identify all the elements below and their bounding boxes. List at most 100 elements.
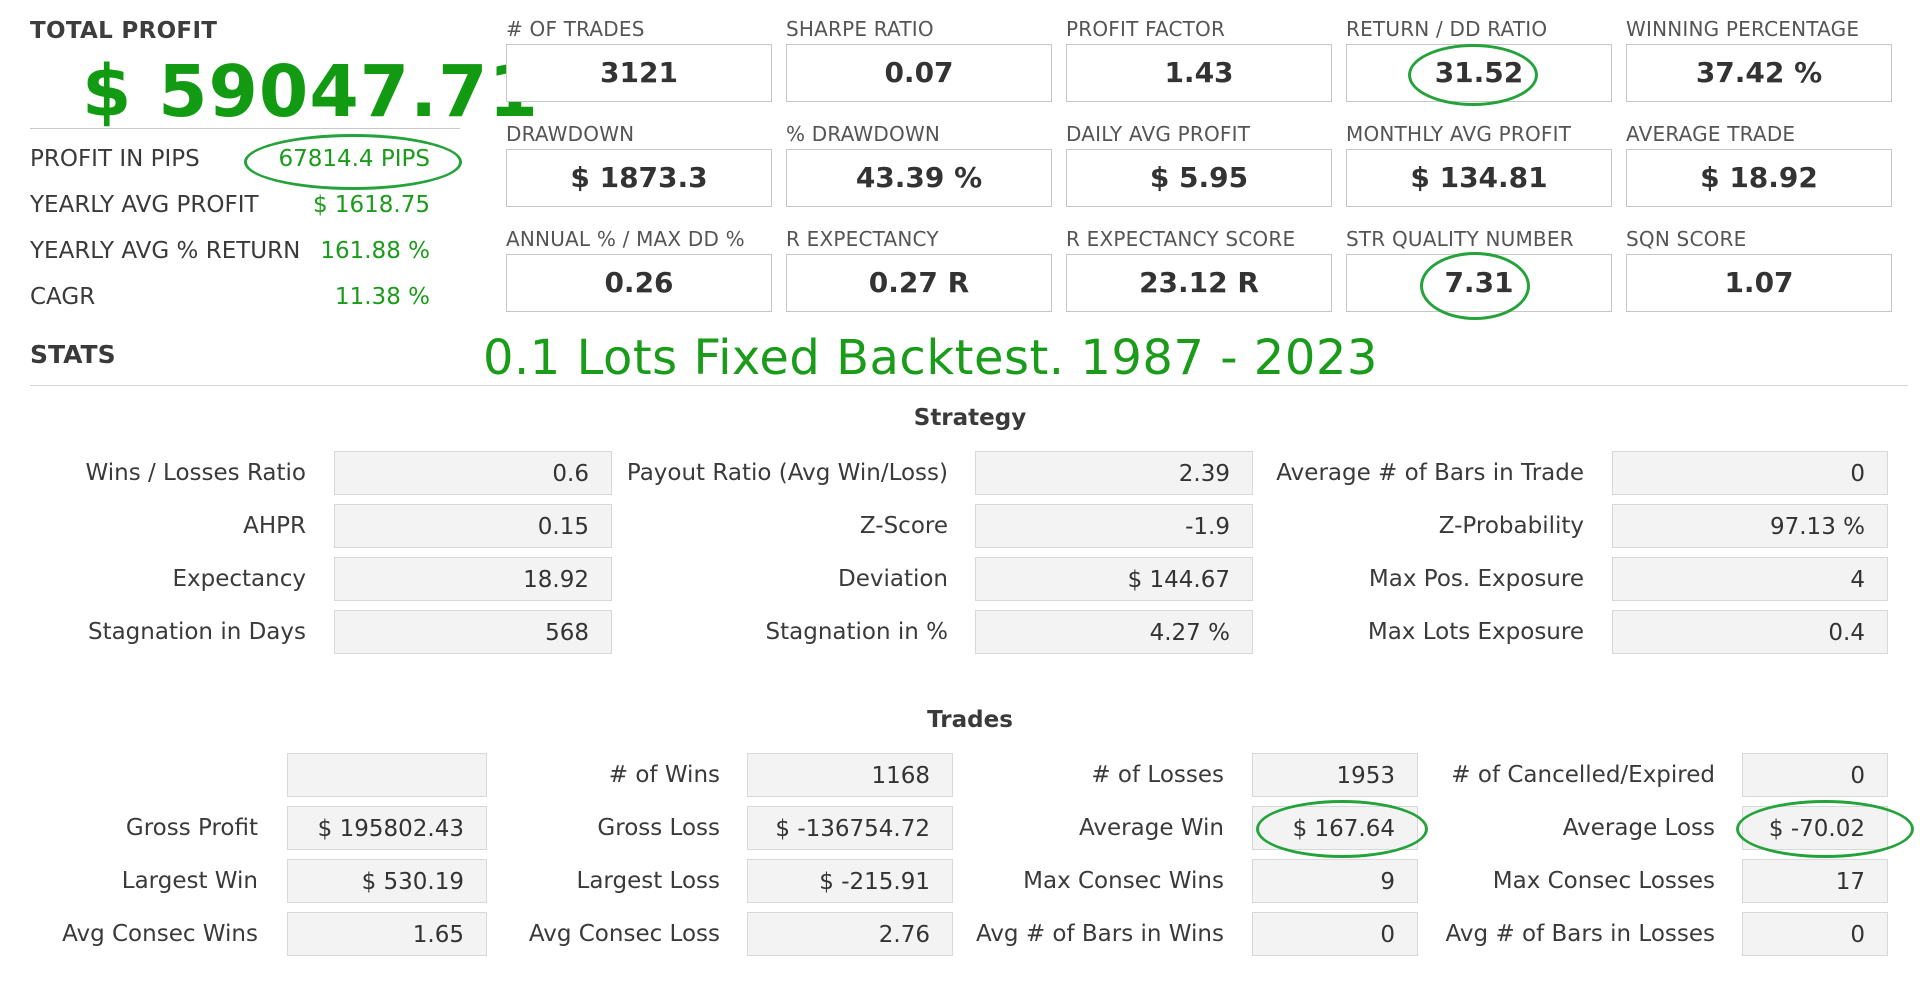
- metric-str-quality-number: STR QUALITY NUMBER 7.31: [1346, 226, 1612, 312]
- metric-label: WINNING PERCENTAGE: [1626, 17, 1860, 41]
- strategy-value: 18.92: [334, 557, 612, 601]
- trades-label: Largest Loss: [576, 868, 720, 894]
- trades-value: $ -136754.72: [747, 806, 953, 850]
- trades-value: 2.76: [747, 912, 953, 956]
- trades-value: 0: [1742, 912, 1888, 956]
- trades-label: Gross Loss: [597, 815, 720, 841]
- metric-value: $ 1873.3: [506, 149, 772, 207]
- metric-value: 0.07: [786, 44, 1052, 102]
- trades-value: $ -70.02: [1742, 806, 1888, 850]
- metric-value: 0.27 R: [786, 254, 1052, 312]
- strategy-value: 0.4: [1612, 610, 1888, 654]
- trades-label: Avg Consec Wins: [62, 921, 258, 947]
- metric-label: # OF TRADES: [506, 17, 645, 41]
- metric-label: DAILY AVG PROFIT: [1066, 122, 1251, 146]
- trades-value: $ 167.64: [1252, 806, 1418, 850]
- stats-divider: [30, 385, 1908, 386]
- metric-label: R EXPECTANCY: [786, 227, 939, 251]
- metric-value: $ 18.92: [1626, 149, 1892, 207]
- summary-row-cagr: CAGR 11.38 %: [30, 284, 430, 324]
- trades-value: $ -215.91: [747, 859, 953, 903]
- total-profit-label: TOTAL PROFIT: [30, 18, 218, 44]
- trades-label: Average Loss: [1562, 815, 1715, 841]
- strategy-value: 568: [334, 610, 612, 654]
- metric-value: $ 5.95: [1066, 149, 1332, 207]
- metric-label: SHARPE RATIO: [786, 17, 934, 41]
- metric-label: RETURN / DD RATIO: [1346, 17, 1548, 41]
- trades-label: # of Losses: [1091, 762, 1224, 788]
- trades-label: # of Cancelled/Expired: [1451, 762, 1715, 788]
- metric-profit-factor: PROFIT FACTOR 1.43: [1066, 16, 1332, 102]
- strategy-label: Stagnation in %: [765, 619, 948, 645]
- trades-label: Gross Profit: [125, 815, 258, 841]
- trades-label: Largest Win: [121, 868, 258, 894]
- metric-r-expectancy-score: R EXPECTANCY SCORE 23.12 R: [1066, 226, 1332, 312]
- trades-value: 9: [1252, 859, 1418, 903]
- trades-label: Max Consec Losses: [1492, 868, 1715, 894]
- strategy-label: Average # of Bars in Trade: [1276, 460, 1584, 486]
- strategy-title: Strategy: [913, 405, 1027, 431]
- strategy-label: Z-Probability: [1438, 513, 1584, 539]
- metric-value: 0.26: [506, 254, 772, 312]
- trades-label: Avg Consec Loss: [528, 921, 720, 947]
- metric-value: 31.52: [1346, 44, 1612, 102]
- metric-value: 7.31: [1346, 254, 1612, 312]
- metric-value: 23.12 R: [1066, 254, 1332, 312]
- metric-label: AVERAGE TRADE: [1626, 122, 1796, 146]
- trades-value: $ 530.19: [287, 859, 487, 903]
- trades-value: $ 195802.43: [287, 806, 487, 850]
- trades-value: 1953: [1252, 753, 1418, 797]
- strategy-label: Payout Ratio (Avg Win/Loss): [626, 460, 948, 486]
- metric-label: MONTHLY AVG PROFIT: [1346, 122, 1572, 146]
- metric-label: % DRAWDOWN: [786, 122, 941, 146]
- trades-value: 1168: [747, 753, 953, 797]
- metric-value: 43.39 %: [786, 149, 1052, 207]
- trades-label: [30, 752, 258, 798]
- summary-value: 67814.4 PIPS: [278, 146, 430, 172]
- metric-percent-drawdown: % DRAWDOWN 43.39 %: [786, 121, 1052, 207]
- metric-value: 3121: [506, 44, 772, 102]
- strategy-value: 4: [1612, 557, 1888, 601]
- metric-value: 37.42 %: [1626, 44, 1892, 102]
- metric-daily-avg-profit: DAILY AVG PROFIT $ 5.95: [1066, 121, 1332, 207]
- trades-label: Avg # of Bars in Wins: [975, 921, 1224, 947]
- metric-annual-max-dd: ANNUAL % / MAX DD % 0.26: [506, 226, 772, 312]
- strategy-value: 0.15: [334, 504, 612, 548]
- trades-label: Avg # of Bars in Losses: [1445, 921, 1715, 947]
- trades-value: 0: [1742, 753, 1888, 797]
- summary-value: 161.88 %: [320, 238, 430, 264]
- metric-sqn-score: SQN SCORE 1.07: [1626, 226, 1892, 312]
- metric-label: DRAWDOWN: [506, 122, 635, 146]
- trades-value: 0: [1252, 912, 1418, 956]
- strategy-value: 0.6: [334, 451, 612, 495]
- summary-row-yearly-avg-return: YEARLY AVG % RETURN 161.88 %: [30, 238, 430, 278]
- trades-title: Trades: [927, 707, 1013, 733]
- summary-value: $ 1618.75: [312, 192, 430, 218]
- strategy-value: 97.13 %: [1612, 504, 1888, 548]
- metric-label: ANNUAL % / MAX DD %: [506, 227, 745, 251]
- metric-label: SQN SCORE: [1626, 227, 1747, 251]
- metric-num-trades: # OF TRADES 3121: [506, 16, 772, 102]
- strategy-value: 0: [1612, 451, 1888, 495]
- strategy-label: Deviation: [837, 566, 948, 592]
- trades-label: # of Wins: [608, 762, 720, 788]
- strategy-value: 4.27 %: [975, 610, 1253, 654]
- metric-average-trade: AVERAGE TRADE $ 18.92: [1626, 121, 1892, 207]
- stats-heading: STATS: [30, 340, 116, 369]
- summary-label: CAGR: [30, 284, 96, 310]
- summary-row-yearly-avg-profit: YEARLY AVG PROFIT $ 1618.75: [30, 192, 430, 232]
- trades-value: 1.65: [287, 912, 487, 956]
- metric-drawdown: DRAWDOWN $ 1873.3: [506, 121, 772, 207]
- strategy-label: Wins / Losses Ratio: [85, 460, 307, 486]
- strategy-label: Expectancy: [172, 566, 307, 592]
- metric-label: R EXPECTANCY SCORE: [1066, 227, 1296, 251]
- strategy-value: -1.9: [975, 504, 1253, 548]
- metric-label: PROFIT FACTOR: [1066, 17, 1226, 41]
- strategy-label: Stagnation in Days: [87, 619, 306, 645]
- metric-return-dd-ratio: RETURN / DD RATIO 31.52: [1346, 16, 1612, 102]
- trades-value: [287, 753, 487, 797]
- strategy-label: Z-Score: [859, 513, 948, 539]
- metric-sharpe-ratio: SHARPE RATIO 0.07: [786, 16, 1052, 102]
- summary-value: 11.38 %: [334, 284, 430, 310]
- strategy-label: AHPR: [243, 513, 306, 539]
